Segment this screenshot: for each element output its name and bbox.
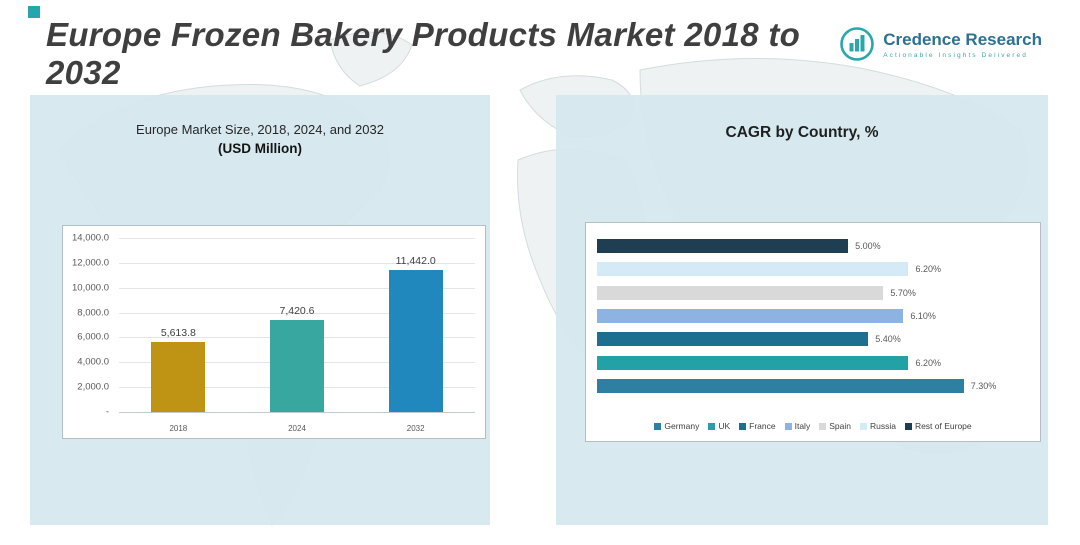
vchart-baseline: [119, 412, 475, 413]
accent-square: [28, 6, 40, 18]
cagr-chart: 5.00% 6.20% 5.70% 6.10% 5.40% 6.20% 7.30% Germ…: [585, 222, 1041, 442]
cagr-bars: 5.00% 6.20% 5.70% 6.10% 5.40% 6.20% 7.30%: [597, 239, 1029, 393]
cagr-value-label: 5.40%: [875, 334, 901, 345]
vchart-value-label: 5,613.8: [160, 327, 196, 340]
vchart-ytick: 12,000.0: [72, 257, 109, 269]
vchart-gridline: [119, 312, 475, 314]
vchart-ytick: 4,000.0: [77, 356, 109, 368]
legend-label: Germany: [664, 421, 700, 431]
vchart-ytick: 2,000.0: [77, 381, 109, 393]
cagr-value-label: 7.30%: [970, 380, 997, 391]
legend-item-russia: Russia: [859, 421, 896, 431]
vchart-bar-group-2032: 11,442.0: [356, 238, 475, 412]
vchart-value-label: 11,442.0: [395, 254, 436, 267]
vchart-value-label: 7,420.6: [279, 304, 315, 317]
cagr-bar-row-spain: 5.70%: [597, 285, 1029, 300]
legend-swatch: [739, 422, 747, 430]
market-size-chart: 14,000.0 12,000.0 10,000.0 8,000.0 6,000.0 4,…: [62, 225, 486, 439]
market-size-subtitle: (USD Million): [218, 141, 302, 156]
legend-item-italy: Italy: [784, 421, 811, 431]
legend-label: Spain: [829, 421, 851, 431]
legend-item-uk: UK: [708, 421, 730, 431]
vchart-ytick: 10,000.0: [72, 282, 109, 294]
legend-swatch: [819, 422, 827, 430]
market-size-panel: Europe Market Size, 2018, 2024, and 2032…: [30, 95, 490, 525]
cagr-bar-italy: [597, 308, 904, 323]
vchart-bar-group-2024: 7,420.6: [238, 238, 357, 412]
logo-text-wrap: Credence Research Actionable Insights De…: [883, 30, 1042, 59]
legend-label: UK: [718, 421, 731, 431]
legend-label: France: [749, 421, 776, 431]
cagr-bar-row-germany: 7.30%: [597, 378, 1029, 393]
legend-label: Italy: [794, 421, 811, 431]
cagr-title: CAGR by Country, %: [725, 124, 879, 141]
legend-swatch: [784, 422, 792, 430]
cagr-bar-row-rest-of-europe: 5.00%: [597, 239, 1029, 253]
legend-item-france: France: [739, 421, 776, 431]
cagr-bar-france: [597, 332, 869, 347]
cagr-bar-spain: [597, 285, 884, 300]
legend-label: Rest of Europe: [914, 421, 972, 431]
page-title: Europe Frozen Bakery Products Market 201…: [46, 16, 801, 92]
vchart-ytick: 14,000.0: [72, 232, 109, 244]
vchart-gridline: [119, 262, 475, 264]
cagr-bar-uk: [597, 355, 909, 370]
legend-item-spain: Spain: [819, 421, 851, 431]
market-size-title: Europe Market Size, 2018, 2024, and 2032: [136, 122, 384, 137]
legend-swatch: [859, 422, 867, 430]
vchart-category-label: 2018: [169, 424, 188, 433]
legend-swatch: [654, 422, 662, 430]
cagr-bar-row-france: 5.40%: [597, 332, 1029, 347]
cagr-bar-row-russia: 6.20%: [597, 262, 1029, 277]
cagr-value-label: 5.00%: [855, 241, 881, 251]
cagr-legend: Germany UK France Italy Spain Russia Rest of E…: [586, 421, 1040, 431]
legend-item-germany: Germany: [654, 421, 699, 431]
vchart-ytick: 8,000.0: [77, 307, 109, 319]
legend-item-rest-of-europe: Rest of Europe: [904, 421, 972, 431]
legend-swatch: [708, 422, 716, 430]
cagr-bar-germany: [597, 378, 964, 393]
cagr-bar-row-uk: 6.20%: [597, 355, 1029, 370]
vchart-bar-2032: [388, 269, 443, 412]
cagr-value-label: 6.20%: [915, 264, 941, 275]
legend-label: Russia: [869, 421, 896, 431]
logo-bar-chart-icon: [840, 27, 875, 61]
logo-tagline: Actionable Insights Delivered: [883, 51, 1028, 59]
logo: Credence Research Actionable Insights De…: [839, 26, 1042, 62]
logo-company-name: Credence Research: [883, 29, 1042, 49]
vchart-plot: 5,613.8 7,420.6 11,442.0: [119, 238, 475, 413]
vchart-bar-2018: [151, 342, 206, 412]
vchart-category-label: 2032: [406, 424, 425, 433]
cagr-value-label: 6.20%: [915, 357, 941, 368]
vchart-x-axis: 2018 2024 2032: [119, 424, 475, 433]
vchart-gridline: [119, 287, 475, 289]
legend-swatch: [904, 422, 912, 430]
cagr-bar-rest-of-europe: [597, 239, 849, 253]
vchart-bar-2024: [270, 319, 324, 412]
vchart-ytick: 6,000.0: [77, 331, 109, 343]
cagr-value-label: 6.10%: [910, 310, 936, 321]
cagr-value-label: 5.70%: [890, 287, 916, 298]
vchart-bar-group-2018: 5,613.8: [119, 238, 238, 412]
cagr-bar-russia: [597, 262, 909, 277]
cagr-bar-row-italy: 6.10%: [597, 308, 1029, 323]
vchart-gridline: [119, 238, 475, 239]
vchart-ytick: -: [105, 406, 109, 418]
vchart-category-label: 2024: [288, 424, 306, 433]
cagr-panel: CAGR by Country, % 5.00% 6.20% 5.70% 6.10% 5…: [556, 95, 1048, 525]
vchart-y-axis: 14,000.0 12,000.0 10,000.0 8,000.0 6,000.0 4,…: [63, 233, 117, 418]
